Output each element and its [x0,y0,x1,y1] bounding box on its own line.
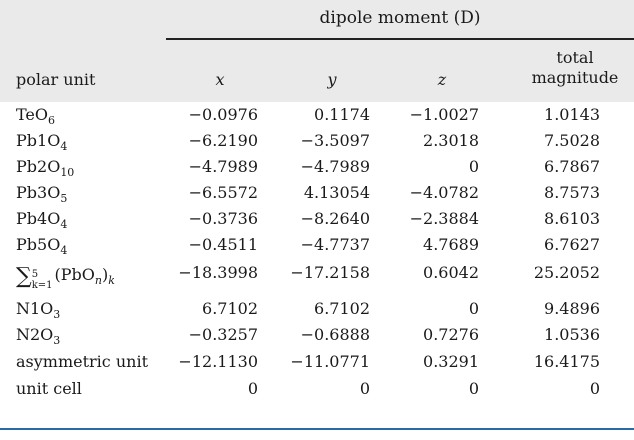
row-polar-unit: Pb1O4 [16,131,68,153]
row-x-value: −0.3736 [188,209,258,228]
row-total-magnitude: 25.2052 [533,263,600,282]
table-row: asymmetric unit −12.1130 −11.0771 0.3291 16.… [0,349,634,375]
table-header [0,0,634,102]
row-x-value: −6.2190 [188,131,258,150]
row-z-value: 0 [468,379,479,398]
row-y-value: −17.2158 [290,263,370,282]
row-x-value: −0.3257 [188,325,258,344]
column-header-y: y [327,70,337,89]
summation-sign: ∑ [16,264,32,289]
row-polar-unit: N2O3 [16,325,61,347]
row-total-magnitude: 8.7573 [544,183,600,202]
row-y-value: 0.1174 [314,105,370,124]
column-header-total-line1: total [556,48,594,67]
row-x-value: 6.7102 [202,299,258,318]
row-z-value: 4.7689 [423,235,479,254]
row-x-value: 0 [247,379,258,398]
table-row: N1O3 6.7102 6.7102 0 9.4896 [0,296,634,322]
group-header-dipole-moment: dipole moment (D) [319,8,481,28]
row-x-value: −4.7989 [188,157,258,176]
row-z-value: 0.3291 [423,352,479,371]
row-polar-unit: ∑ 5 k=1 (PbOn)k [16,264,115,291]
table-bottom-rule [0,428,634,430]
row-total-magnitude: 8.6103 [544,209,600,228]
row-x-value: −12.1130 [178,352,258,371]
row-y-value: 0 [359,379,370,398]
table-row: Pb1O4 −6.2190 −3.5097 2.3018 7.5028 [0,128,634,154]
row-x-value: −0.0976 [188,105,258,124]
row-total-magnitude: 6.7627 [544,235,600,254]
row-total-magnitude: 0 [589,379,600,398]
row-total-magnitude: 1.0536 [544,325,600,344]
row-polar-unit: unit cell [16,379,82,398]
table-row: TeO6 −0.0976 0.1174 −1.0027 1.0143 [0,102,634,128]
column-header-total-line2: magnitude [531,68,619,87]
row-polar-unit: Pb3O5 [16,183,68,205]
row-polar-unit: asymmetric unit [16,352,148,371]
row-total-magnitude: 6.7867 [544,157,600,176]
row-y-value: −3.5097 [300,131,370,150]
table-row: Pb2O10 −4.7989 −4.7989 0 6.7867 [0,154,634,180]
column-header-polar-unit: polar unit [16,70,96,89]
row-y-value: −8.2640 [300,209,370,228]
row-x-value: −18.3998 [178,263,258,282]
table-row: Pb3O5 −6.5572 4.13054 −4.0782 8.7573 [0,180,634,206]
row-z-value: 0 [468,299,479,318]
table-row: unit cell 0 0 0 0 [0,376,634,402]
column-header-z: z [437,70,447,89]
row-total-magnitude: 9.4896 [544,299,600,318]
row-y-value: −4.7989 [300,157,370,176]
row-total-magnitude: 7.5028 [544,131,600,150]
row-x-value: −0.4511 [188,235,258,254]
column-header-x: x [215,70,225,89]
row-y-value: −0.6888 [300,325,370,344]
row-z-value: −2.3884 [409,209,479,228]
row-z-value: −1.0027 [409,105,479,124]
row-polar-unit: Pb2O10 [16,157,75,179]
row-y-value: 4.13054 [303,183,370,202]
group-header-rule [166,38,634,40]
row-total-magnitude: 1.0143 [544,105,600,124]
table-row: N2O3 −0.3257 −0.6888 0.7276 1.0536 [0,322,634,348]
row-x-value: −6.5572 [188,183,258,202]
row-polar-unit: N1O3 [16,299,61,321]
table-row: Pb5O4 −0.4511 −4.7737 4.7689 6.7627 [0,232,634,258]
row-polar-unit: Pb4O4 [16,209,68,231]
row-z-value: 0.7276 [423,325,479,344]
row-y-value: −11.0771 [290,352,370,371]
row-z-value: 0.6042 [423,263,479,282]
row-z-value: −4.0782 [409,183,479,202]
table-row: Pb4O4 −0.3736 −8.2640 −2.3884 8.6103 [0,206,634,232]
table-row: ∑ 5 k=1 (PbOn)k −18.3998 −17.2158 0.6042 25.205… [0,258,634,292]
row-polar-unit: TeO6 [16,105,56,127]
summation-limits: 5 k=1 [31,269,53,291]
row-z-value: 2.3018 [423,131,479,150]
row-y-value: 6.7102 [314,299,370,318]
row-total-magnitude: 16.4175 [533,352,600,371]
row-z-value: 0 [468,157,479,176]
row-y-value: −4.7737 [300,235,370,254]
row-polar-unit: Pb5O4 [16,235,68,257]
